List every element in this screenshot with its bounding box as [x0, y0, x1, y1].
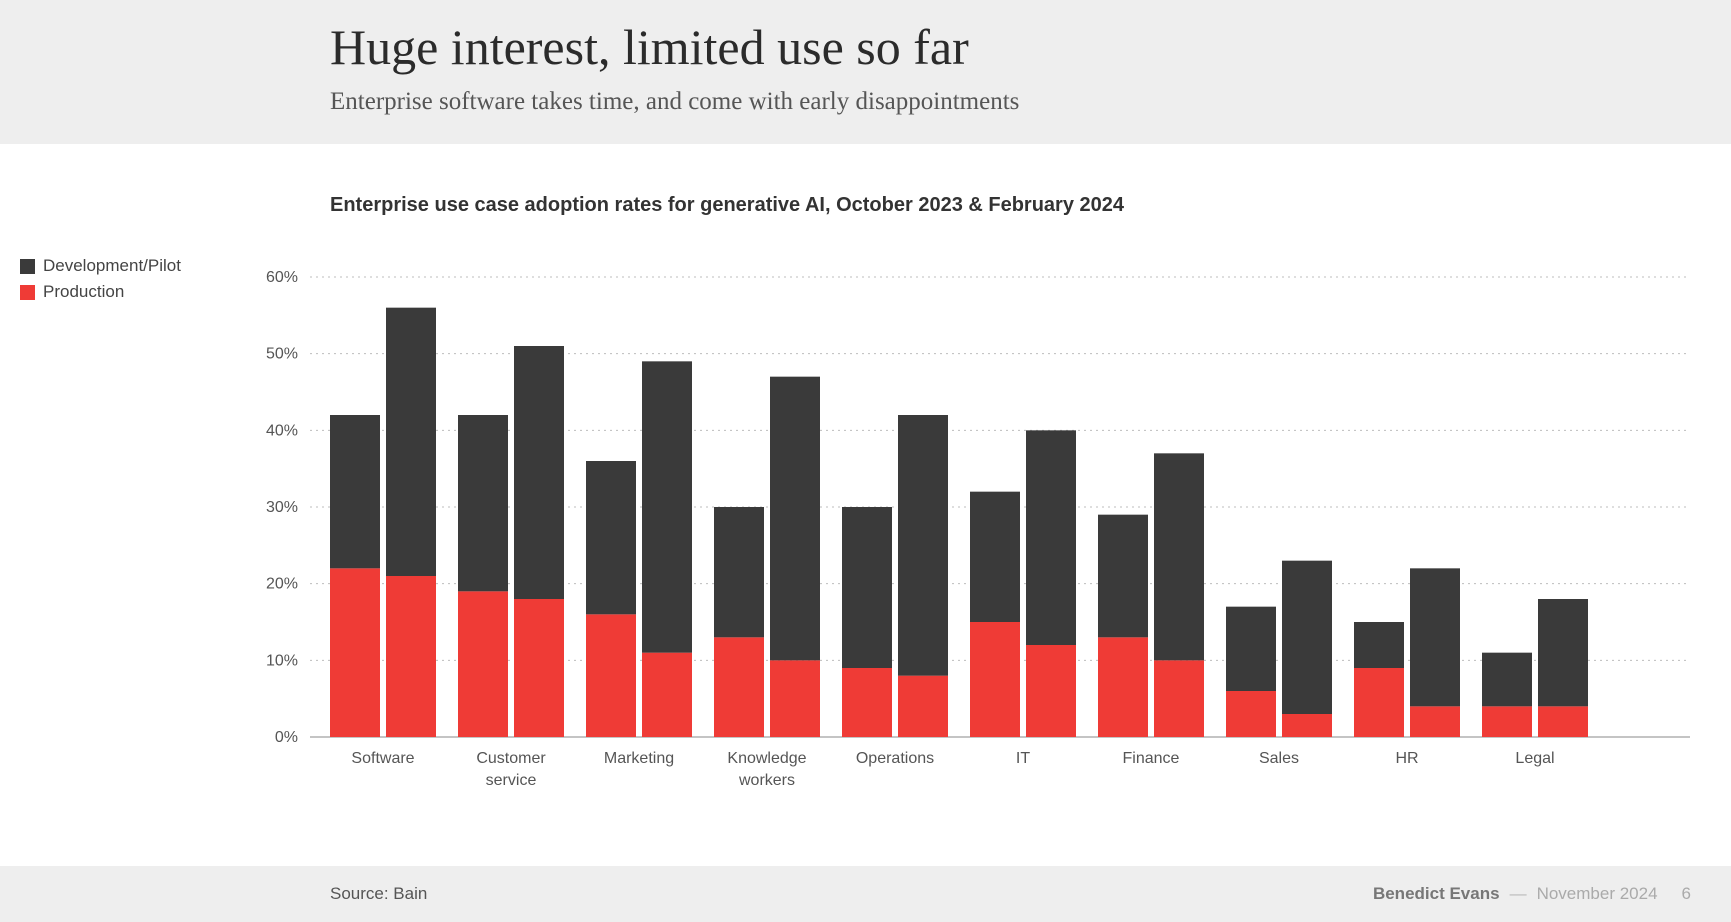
- bar-production: [458, 591, 508, 737]
- page-title: Huge interest, limited use so far: [330, 18, 1731, 76]
- bar-development-pilot: [970, 492, 1020, 622]
- bar-production: [1410, 706, 1460, 737]
- bar-production: [1098, 637, 1148, 737]
- bar-production: [1026, 645, 1076, 737]
- bar-production: [842, 668, 892, 737]
- category-label: IT: [1016, 750, 1030, 767]
- footer-separator: —: [1510, 884, 1527, 904]
- bar-development-pilot: [1410, 568, 1460, 706]
- category-label: Knowledge: [727, 750, 806, 767]
- category-label: Software: [351, 750, 414, 767]
- bar-production: [1538, 706, 1588, 737]
- bar-development-pilot: [330, 415, 380, 568]
- y-tick-label: 50%: [266, 346, 298, 363]
- bar-production: [898, 676, 948, 737]
- y-tick-label: 20%: [266, 576, 298, 593]
- chart-plot: 0% 10% 20% 30% 40% 50% 60% Software Customer serv…: [250, 267, 1670, 832]
- bar-production: [330, 568, 380, 737]
- category-label: Legal: [1515, 750, 1554, 767]
- source-text: Source: Bain: [330, 884, 427, 904]
- page-number: 6: [1682, 884, 1691, 904]
- y-tick-label: 0%: [275, 729, 298, 746]
- bar-development-pilot: [1482, 653, 1532, 707]
- category-label: Customer: [476, 750, 546, 767]
- chart-title: Enterprise use case adoption rates for g…: [330, 194, 1731, 217]
- chart-legend: Development/Pilot Production: [20, 256, 181, 308]
- legend-item: Development/Pilot: [20, 256, 181, 276]
- y-tick-label: 40%: [266, 422, 298, 439]
- bar-production: [1154, 660, 1204, 737]
- bar-development-pilot: [386, 308, 436, 576]
- bar-development-pilot: [898, 415, 948, 676]
- bar-development-pilot: [1154, 453, 1204, 660]
- bar-production: [642, 653, 692, 737]
- footer-date: November 2024: [1537, 884, 1658, 904]
- bar-production: [514, 599, 564, 737]
- bar-development-pilot: [642, 361, 692, 652]
- bar-development-pilot: [1226, 607, 1276, 691]
- bar-production: [970, 622, 1020, 737]
- bar-production: [586, 614, 636, 737]
- legend-swatch: [20, 285, 35, 300]
- bar-development-pilot: [1026, 430, 1076, 645]
- category-label: Finance: [1123, 750, 1180, 767]
- bar-development-pilot: [770, 377, 820, 661]
- category-label: workers: [738, 772, 795, 789]
- legend-label: Development/Pilot: [43, 256, 181, 276]
- legend-label: Production: [43, 282, 124, 302]
- author-name: Benedict Evans: [1373, 884, 1500, 904]
- bar-development-pilot: [714, 507, 764, 637]
- bar-production: [770, 660, 820, 737]
- chart-region: Enterprise use case adoption rates for g…: [0, 194, 1731, 832]
- bar-development-pilot: [1538, 599, 1588, 706]
- bar-development-pilot: [842, 507, 892, 668]
- legend-swatch: [20, 259, 35, 274]
- bar-production: [1482, 706, 1532, 737]
- header-band: Huge interest, limited use so far Enterp…: [0, 0, 1731, 144]
- y-tick-label: 60%: [266, 269, 298, 286]
- category-label: Sales: [1259, 750, 1299, 767]
- page-subtitle: Enterprise software takes time, and come…: [330, 88, 1731, 116]
- y-tick-label: 10%: [266, 652, 298, 669]
- bar-development-pilot: [458, 415, 508, 591]
- category-label: service: [486, 772, 537, 789]
- chart-svg: 0% 10% 20% 30% 40% 50% 60% Software Customer serv…: [250, 267, 1690, 827]
- footer-right: Benedict Evans — November 2024 6: [1373, 884, 1691, 904]
- bar-production: [714, 637, 764, 737]
- category-label: Operations: [856, 750, 934, 767]
- bar-development-pilot: [514, 346, 564, 599]
- bar-development-pilot: [1098, 515, 1148, 638]
- y-tick-label: 30%: [266, 499, 298, 516]
- category-label: Marketing: [604, 750, 674, 767]
- legend-item: Production: [20, 282, 181, 302]
- bar-production: [1226, 691, 1276, 737]
- bar-development-pilot: [586, 461, 636, 614]
- category-label: HR: [1395, 750, 1418, 767]
- bar-production: [386, 576, 436, 737]
- bar-production: [1282, 714, 1332, 737]
- bar-development-pilot: [1354, 622, 1404, 668]
- footer-band: Source: Bain Benedict Evans — November 2…: [0, 866, 1731, 922]
- bar-development-pilot: [1282, 561, 1332, 714]
- bar-production: [1354, 668, 1404, 737]
